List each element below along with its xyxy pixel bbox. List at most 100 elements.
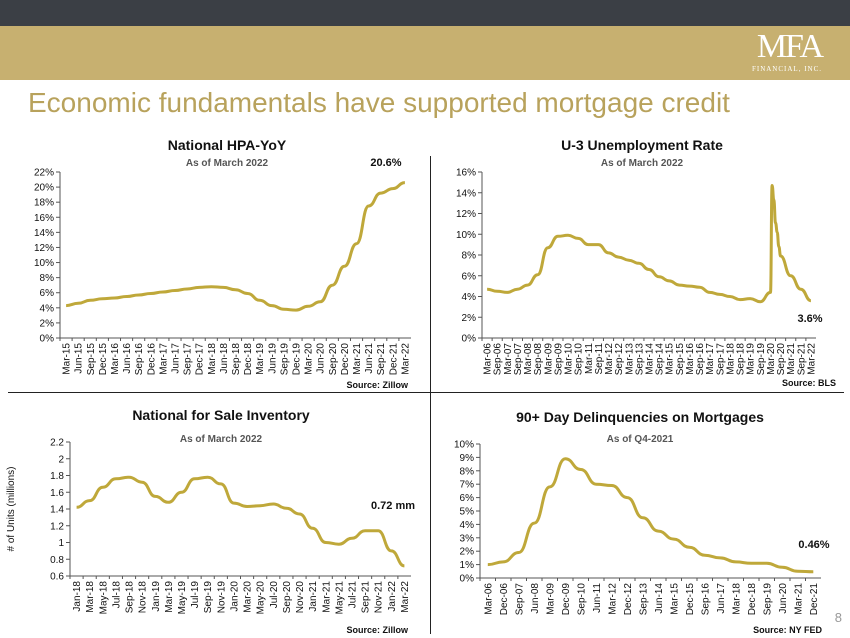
header-band (0, 26, 850, 80)
y-tick-label: 10% (456, 230, 476, 241)
x-tick-label: May-20 (256, 581, 267, 615)
x-tick-label: Jul-19 (190, 581, 201, 609)
x-tick-label: Jun-16 (122, 343, 133, 374)
x-tick-label: Mar-18 (731, 583, 742, 615)
x-tick-label: Jun-15 (74, 343, 85, 374)
y-tick-label: 0.8 (50, 555, 64, 566)
y-tick-label: 22% (34, 168, 54, 179)
y-tick-label: 9% (460, 453, 475, 464)
x-tick-label: May-19 (177, 581, 188, 615)
horizontal-divider (8, 392, 844, 393)
y-tick-label: 2% (40, 318, 55, 329)
y-tick-label: 4% (460, 520, 475, 531)
x-tick-label: Dec-21 (388, 343, 399, 376)
y-tick-label: 8% (40, 273, 55, 284)
y-tick-label: 12% (34, 243, 54, 254)
x-tick-label: Dec-21 (809, 583, 820, 616)
y-tick-label: 4% (40, 303, 55, 314)
x-tick-label: Sep-15 (675, 343, 686, 376)
x-tick-label: Jun-17 (170, 343, 181, 374)
x-tick-label: Jun-19 (267, 343, 278, 374)
y-tick-label: 8% (460, 466, 475, 477)
x-tick-label: Mar-17 (158, 343, 169, 375)
x-tick-label: Jun-20 (778, 583, 789, 614)
x-tick-label: Mar-20 (304, 343, 315, 375)
x-tick-label: Sep-20 (328, 343, 339, 376)
x-tick-label: Jul-20 (269, 581, 280, 609)
y-tick-label: 12% (456, 209, 476, 220)
y-tick-label: 0% (460, 574, 475, 585)
x-tick-label: Sep-13 (634, 343, 645, 376)
x-tick-label: Sep-12 (614, 343, 625, 376)
chart-subtitle: As of March 2022 (601, 158, 684, 169)
series-line (76, 475, 405, 568)
x-tick-label: Sep-21 (361, 581, 372, 614)
x-tick-label: Mar-17 (705, 343, 716, 375)
x-tick-label: Dec-09 (561, 583, 572, 616)
slide-title: Economic fundamentals have supported mor… (28, 87, 730, 118)
x-tick-label: Sep-07 (513, 343, 524, 376)
y-tick-label: 1% (460, 560, 475, 571)
x-tick-label: Mar-19 (164, 581, 175, 613)
x-tick-label: Mar-15 (669, 583, 680, 615)
chart-title: National HPA-YoY (168, 137, 287, 153)
x-tick-label: Mar-06 (483, 583, 494, 615)
x-tick-label: Mar-22 (400, 343, 411, 375)
series-line (487, 184, 812, 304)
x-tick-label: Sep-20 (776, 343, 787, 376)
y-tick-label: 16% (34, 213, 54, 224)
x-tick-label: Jun-14 (654, 583, 665, 614)
x-tick-label: Mar-09 (543, 343, 554, 375)
chart-title: 90+ Day Delinquencies on Mortgages (516, 409, 764, 425)
x-tick-label: Sep-13 (638, 583, 649, 616)
x-tick-label: Sep-18 (125, 581, 136, 614)
y-tick-label: 6% (460, 493, 475, 504)
y-tick-label: 2.2 (50, 438, 64, 449)
y-tick-label: 1.2 (50, 521, 64, 532)
x-tick-label: Sep-19 (762, 583, 773, 616)
x-tick-label: Mar-07 (503, 343, 514, 375)
x-tick-label: Sep-10 (574, 343, 585, 376)
x-tick-label: Jun-17 (716, 583, 727, 614)
x-tick-label: Sep-15 (86, 343, 97, 376)
x-tick-label: Sep-17 (715, 343, 726, 376)
y-tick-label: 10% (34, 258, 54, 269)
x-tick-label: Mar-08 (523, 343, 534, 375)
x-tick-label: Mar-19 (746, 343, 757, 375)
x-tick-label: Jun-21 (364, 343, 375, 374)
x-tick-label: Mar-18 (85, 581, 96, 613)
vertical-divider (430, 156, 431, 634)
y-tick-label: 4% (462, 292, 477, 303)
x-tick-label: Mar-21 (786, 343, 797, 375)
x-tick-label: Sep-08 (533, 343, 544, 376)
logo-subtitle: FINANCIAL, INC. (751, 65, 822, 73)
x-tick-label: Dec-17 (195, 343, 206, 376)
x-tick-label: Mar-15 (62, 343, 73, 375)
x-tick-label: Dec-18 (747, 583, 758, 616)
x-tick-label: Nov-20 (295, 581, 306, 614)
x-tick-label: Dec-19 (292, 343, 303, 376)
page-number: 8 (834, 610, 842, 625)
y-tick-label: 1 (58, 538, 64, 549)
source-label: Source: NY FED (753, 625, 822, 635)
value-callout: 0.46% (798, 539, 829, 551)
x-tick-label: Mar-20 (766, 343, 777, 375)
x-tick-label: Mar-13 (624, 343, 635, 375)
y-tick-label: 18% (34, 198, 54, 209)
x-tick-label: Jul-18 (111, 581, 122, 609)
x-tick-label: Sep-16 (700, 583, 711, 616)
y-tick-label: 1.8 (50, 471, 64, 482)
chart-title: National for Sale Inventory (132, 407, 310, 423)
x-tick-label: Dec-15 (98, 343, 109, 376)
x-tick-label: Jan-21 (308, 581, 319, 612)
series-line (487, 457, 814, 574)
x-tick-label: Dec-15 (685, 583, 696, 616)
x-tick-label: Sep-17 (183, 343, 194, 376)
hpa-chart: National HPA-YoY As of March 2022 0% 2% 4% 6%… (34, 137, 411, 390)
x-tick-label: Mar-06 (483, 343, 494, 375)
x-tick-label: Mar-21 (352, 343, 363, 375)
x-tick-label: Sep-16 (695, 343, 706, 376)
y-tick-label: 8% (462, 251, 477, 262)
company-logo: MFA FINANCIAL, INC. (672, 30, 824, 76)
x-tick-label: Jan-20 (229, 581, 240, 612)
